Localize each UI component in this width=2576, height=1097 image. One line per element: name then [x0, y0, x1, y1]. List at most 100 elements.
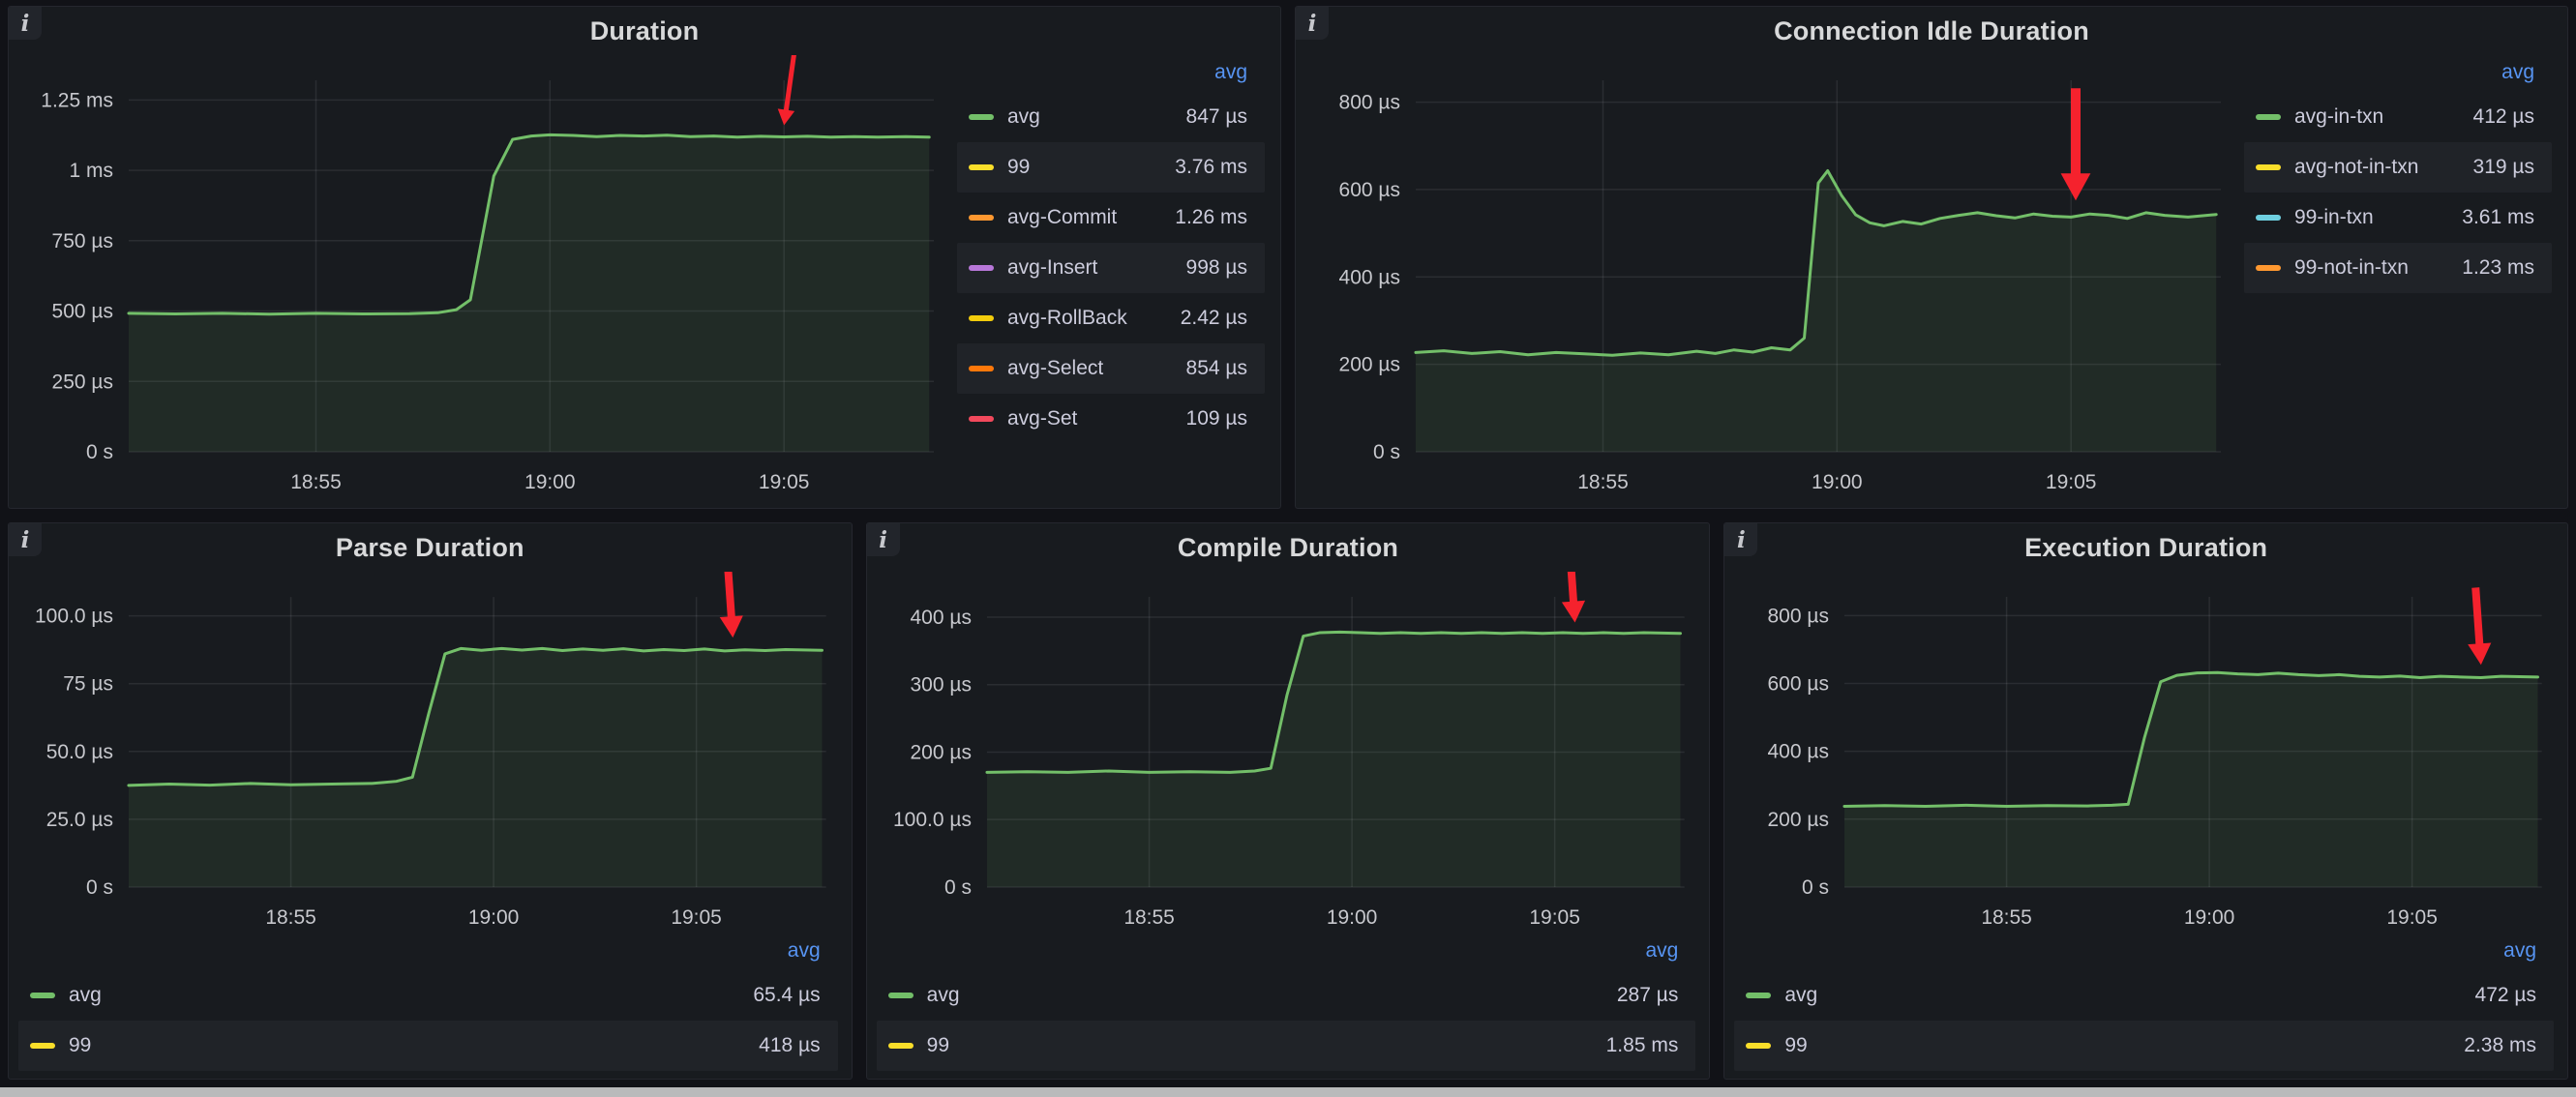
legend-item-avg[interactable]: avg 287 µs [877, 970, 1696, 1021]
series-avg-value: 2.38 ms [2464, 1034, 2536, 1056]
legend-rows: avg 287 µs 99 1.85 ms [876, 970, 1696, 1071]
legend-item-avg[interactable]: avg 472 µs [1734, 970, 2554, 1021]
y-axis-tick-label: 100.0 µs [35, 606, 113, 628]
series-color-swatch [30, 1043, 55, 1049]
y-axis-tick-label: 600 µs [1339, 179, 1400, 201]
y-axis-tick-label: 800 µs [1339, 92, 1400, 114]
panel-title[interactable]: Compile Duration [1177, 532, 1399, 562]
y-axis-tick-label: 1 ms [69, 160, 113, 182]
series-color-swatch [1746, 1043, 1772, 1049]
legend-item-99[interactable]: 99 2.38 ms [1734, 1021, 2554, 1071]
panel-header: Parse Duration [9, 523, 852, 572]
panel-info-icon[interactable]: i [9, 523, 42, 556]
legend-header-avg[interactable]: avg [1214, 61, 1247, 83]
panel-info-icon[interactable]: i [9, 7, 42, 40]
legend-item-avg-Set[interactable]: avg-Set 109 µs [957, 394, 1265, 444]
series-name: avg-Set [1007, 407, 1078, 430]
x-axis-tick-label: 18:55 [265, 906, 316, 929]
series-name: avg [69, 984, 102, 1006]
panel-title[interactable]: Execution Duration [2024, 532, 2268, 562]
legend-item-avg-RollBack[interactable]: avg-RollBack 2.42 µs [957, 293, 1265, 343]
series-avg-value: 319 µs [2472, 156, 2534, 178]
legend-header-avg[interactable]: avg [787, 939, 821, 962]
y-axis-tick-label: 0 s [86, 876, 113, 899]
legend-item-avg-Insert[interactable]: avg-Insert 998 µs [957, 243, 1265, 293]
series-area-fill [128, 648, 823, 887]
legend-item-avg-in-txn[interactable]: avg-in-txn 412 µs [2244, 92, 2552, 142]
panel-info-icon[interactable]: i [866, 523, 900, 556]
series-avg-value: 998 µs [1185, 256, 1247, 279]
panel-info-icon[interactable]: i [1724, 523, 1758, 556]
legend-item-99[interactable]: 99 1.85 ms [876, 1021, 1696, 1071]
series-avg-value: 847 µs [1185, 105, 1247, 128]
x-axis-tick-label: 19:05 [2046, 471, 2097, 493]
legend-item-99-not-in-txn[interactable]: 99-not-in-txn 1.23 ms [2244, 243, 2552, 293]
series-avg-value: 1.26 ms [1175, 206, 1247, 228]
series-color-swatch [2256, 164, 2281, 170]
red-arrow-annotation [1561, 572, 1585, 623]
series-avg-value: 2.42 µs [1180, 307, 1247, 329]
panel-header: Compile Duration [867, 523, 1710, 572]
series-area-fill [1416, 170, 2217, 452]
time-series-chart[interactable]: 800 µs 600 µs 400 µs 200 µs 0 s 18:55 19:00 19:… [1730, 572, 2558, 935]
legend-header-avg[interactable]: avg [2501, 61, 2534, 83]
x-axis-tick-label: 19:00 [1327, 906, 1378, 929]
panel-header: Connection Idle Duration [1296, 7, 2567, 55]
series-name: 99 [1007, 156, 1031, 178]
legend-item-avg[interactable]: avg 847 µs [957, 92, 1265, 142]
legend-header-avg[interactable]: avg [2503, 939, 2536, 962]
series-name: 99 [69, 1034, 92, 1056]
time-series-chart[interactable]: 100.0 µs 75 µs 50.0 µs 25.0 µs 0 s 18:55 19:00… [15, 572, 842, 935]
series-color-swatch [969, 366, 994, 371]
series-color-swatch [2256, 114, 2281, 120]
legend-rows: avg 65.4 µs 99 418 µs [18, 970, 838, 1071]
y-axis-tick-label: 0 s [1802, 876, 1829, 899]
legend-item-99[interactable]: 99 418 µs [18, 1021, 838, 1071]
x-axis-tick-label: 19:00 [1812, 471, 1863, 493]
series-line-avg-in-txn [1414, 169, 2218, 357]
series-color-swatch [969, 114, 994, 120]
legend-item-avg[interactable]: avg 65.4 µs [18, 970, 838, 1021]
legend-header-avg[interactable]: avg [1645, 939, 1679, 962]
x-axis-tick-label: 19:00 [468, 906, 520, 929]
series-area-fill [1844, 672, 2538, 887]
horizontal-scrollbar[interactable] [0, 1087, 2576, 1097]
red-arrow-annotation [2060, 88, 2091, 201]
legend-item-avg-Commit[interactable]: avg-Commit 1.26 ms [957, 193, 1265, 243]
series-color-swatch [887, 1043, 914, 1049]
time-series-chart[interactable]: 800 µs 600 µs 400 µs 200 µs 0 s 18:55 19:00 19:… [1302, 55, 2236, 500]
series-name: 99-not-in-txn [2294, 256, 2409, 279]
legend-item-avg-not-in-txn[interactable]: avg-not-in-txn 319 µs [2244, 142, 2552, 193]
panel-info-icon[interactable]: i [1296, 7, 1329, 40]
series-color-swatch [887, 993, 914, 998]
panel-title[interactable]: Connection Idle Duration [1774, 15, 2089, 45]
y-axis-tick-label: 200 µs [1768, 809, 1829, 831]
x-axis-tick-label: 19:00 [2184, 906, 2235, 929]
y-axis-tick-label: 400 µs [1339, 266, 1400, 288]
legend-item-avg-Select[interactable]: avg-Select 854 µs [957, 343, 1265, 394]
red-arrow-annotation [2468, 587, 2492, 666]
series-color-swatch [2256, 215, 2281, 221]
series-avg-value: 109 µs [1185, 407, 1247, 430]
series-name: avg [1007, 105, 1040, 128]
panel-execution-duration: i Execution Duration 800 µs 600 µs 400 µs 2… [1723, 522, 2568, 1080]
series-avg-value: 3.61 ms [2462, 206, 2534, 228]
time-series-chart[interactable]: 1.25 ms 1 ms 750 µs 500 µs 250 µs 0 s 18:55 19:… [15, 55, 949, 500]
series-avg-value: 1.85 ms [1605, 1034, 1679, 1056]
series-line-avg [127, 133, 931, 316]
y-axis-tick-label: 75 µs [63, 673, 113, 696]
panel-title[interactable]: Parse Duration [335, 532, 524, 562]
panel-title[interactable]: Duration [589, 15, 700, 45]
red-arrow-annotation [777, 55, 797, 126]
series-avg-value: 854 µs [1185, 357, 1247, 379]
x-axis-tick-label: 18:55 [290, 471, 342, 493]
legend-item-99-in-txn[interactable]: 99-in-txn 3.61 ms [2244, 193, 2552, 243]
series-avg-value: 3.76 ms [1175, 156, 1247, 178]
series-color-swatch [1746, 993, 1772, 998]
legend: avg avg 65.4 µs 99 418 µs [15, 935, 842, 1071]
legend-item-99[interactable]: 99 3.76 ms [957, 142, 1265, 193]
y-axis-tick-label: 750 µs [52, 230, 113, 252]
x-axis-tick-label: 19:05 [759, 471, 810, 493]
time-series-chart[interactable]: 400 µs 300 µs 200 µs 100.0 µs 0 s 18:55 19:00 1… [873, 572, 1700, 935]
series-avg-value: 418 µs [759, 1034, 821, 1056]
